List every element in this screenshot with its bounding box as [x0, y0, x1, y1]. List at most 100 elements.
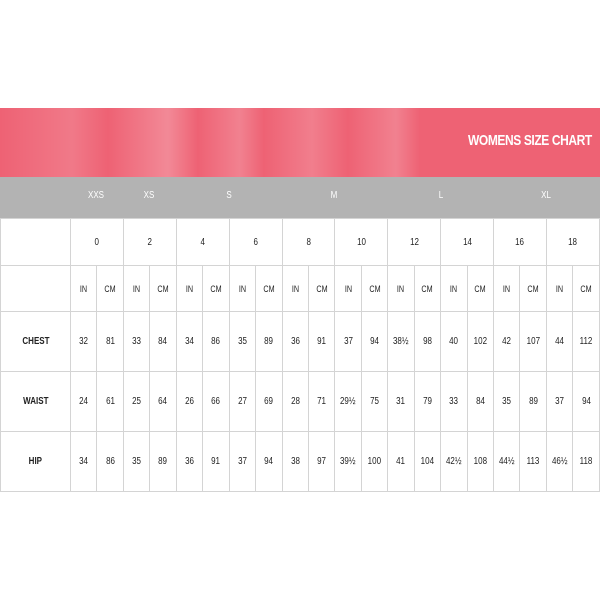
- measurement-value: 84: [466, 371, 495, 432]
- size-xxs: XXS: [87, 190, 105, 201]
- measurement-value: 35: [228, 311, 257, 372]
- measurement-value-text: 86: [105, 456, 115, 467]
- measurement-value: 94: [572, 371, 600, 432]
- unit-cm-text: CM: [210, 283, 222, 294]
- unit-in-text: IN: [450, 283, 458, 294]
- measurement-value-text: 26: [185, 396, 194, 407]
- measurement-value-text: 33: [449, 396, 459, 407]
- measurement-value-text: 66: [211, 396, 221, 407]
- numeric-size: 0: [70, 218, 124, 266]
- measurement-value-text: 102: [473, 336, 487, 347]
- measurement-value-text: 28: [290, 396, 300, 407]
- measurement-value-text: 39½: [340, 456, 356, 467]
- corner-cell: [0, 218, 71, 266]
- measurement-value: 33: [440, 371, 468, 432]
- unit-cm: CM: [413, 265, 442, 312]
- measurement-value: 89: [149, 431, 177, 492]
- measurement-value-text: 27: [237, 396, 247, 407]
- measurement-value: 71: [307, 371, 336, 432]
- measurement-value: 102: [466, 311, 495, 372]
- unit-in-text: IN: [80, 283, 88, 294]
- chart-title: WOMENS SIZE CHART: [468, 132, 592, 149]
- unit-cm: CM: [307, 265, 336, 312]
- measurement-value: 44: [545, 311, 574, 372]
- measurement-value-text: 107: [526, 336, 540, 347]
- unit-corner-cell: [0, 265, 71, 312]
- measurement-value-text: 36: [290, 336, 300, 347]
- measurement-value: 38: [281, 431, 309, 492]
- measurement-label: CHEST: [0, 311, 71, 372]
- measurement-value-text: 38: [290, 456, 300, 467]
- measurement-value-text: 91: [211, 456, 221, 467]
- numeric-size-text: 12: [409, 236, 419, 248]
- measurement-value-text: 94: [581, 396, 591, 407]
- measurement-value: 75: [360, 371, 389, 432]
- measurement-value: 42: [492, 311, 521, 372]
- measurement-value: 29½: [334, 371, 362, 432]
- measurement-value: 41: [387, 431, 415, 492]
- measurement-value: 104: [413, 431, 442, 492]
- measurement-value: 84: [149, 311, 177, 372]
- measurement-value-text: 64: [158, 396, 168, 407]
- numeric-size-text: 8: [306, 236, 311, 248]
- measurement-value: 28: [281, 371, 309, 432]
- numeric-size-text: 6: [253, 236, 258, 248]
- measurement-label-text: WAIST: [22, 396, 49, 407]
- measurement-value: 86: [202, 311, 230, 372]
- measurement-value-text: 33: [132, 336, 142, 347]
- unit-cm-text: CM: [474, 283, 486, 294]
- unit-in: IN: [440, 265, 468, 312]
- measurement-value: 36: [281, 311, 309, 372]
- numeric-size-text: 4: [200, 236, 205, 248]
- unit-in: IN: [122, 265, 151, 312]
- measurement-value-text: 35: [502, 396, 512, 407]
- measurement-value: 94: [255, 431, 283, 492]
- measurement-value-text: 71: [317, 396, 327, 407]
- size-l: L: [438, 190, 444, 201]
- unit-cm-text: CM: [527, 283, 539, 294]
- measurement-value-text: 75: [370, 396, 379, 407]
- measurement-value-text: 25: [132, 396, 142, 407]
- measurement-value: 33: [122, 311, 151, 372]
- measurement-value: 89: [519, 371, 547, 432]
- measurement-label-text: CHEST: [21, 336, 50, 347]
- numeric-size-text: 14: [462, 236, 472, 248]
- measurement-value: 89: [255, 311, 283, 372]
- measurement-value-text: 31: [396, 396, 406, 407]
- measurement-value-text: 35: [132, 456, 142, 467]
- measurement-value: 35: [122, 431, 151, 492]
- measurement-value-text: 32: [79, 336, 89, 347]
- measurement-value-text: 37: [343, 336, 353, 347]
- measurement-value: 34: [175, 311, 204, 372]
- measurement-value-text: 42: [502, 336, 512, 347]
- unit-in: IN: [387, 265, 415, 312]
- unit-in-text: IN: [291, 283, 299, 294]
- measurement-value-text: 86: [211, 336, 221, 347]
- measurement-value-text: 100: [367, 456, 382, 467]
- measurement-value-text: 94: [264, 456, 274, 467]
- measurement-value-text: 118: [579, 456, 593, 467]
- measurement-value: 97: [307, 431, 336, 492]
- measurement-value: 98: [413, 311, 442, 372]
- measurement-label-text: HIP: [28, 456, 43, 467]
- measurement-value-text: 61: [105, 396, 115, 407]
- numeric-size: 10: [334, 218, 389, 266]
- measurement-value-text: 34: [185, 336, 194, 347]
- measurement-value-text: 34: [79, 456, 89, 467]
- numeric-size: 4: [175, 218, 230, 266]
- size-table: 0 2 4 6 8 10 12 14 16 18 IN CM IN CM IN CM IN CM IN CM IN CM I…: [0, 218, 600, 492]
- unit-in: IN: [228, 265, 257, 312]
- measurement-value-text: 112: [579, 336, 593, 347]
- unit-cm-text: CM: [368, 283, 381, 294]
- measurement-value-text: 113: [526, 456, 540, 467]
- unit-in: IN: [175, 265, 204, 312]
- measurement-value-text: 69: [264, 396, 274, 407]
- unit-cm-text: CM: [316, 283, 328, 294]
- measurement-label: WAIST: [0, 371, 71, 432]
- measurement-value-text: 84: [475, 396, 485, 407]
- unit-cm-text: CM: [421, 283, 434, 294]
- measurement-value: 25: [122, 371, 151, 432]
- unit-in: IN: [281, 265, 309, 312]
- unit-in-text: IN: [238, 283, 246, 294]
- measurement-label: HIP: [0, 431, 71, 492]
